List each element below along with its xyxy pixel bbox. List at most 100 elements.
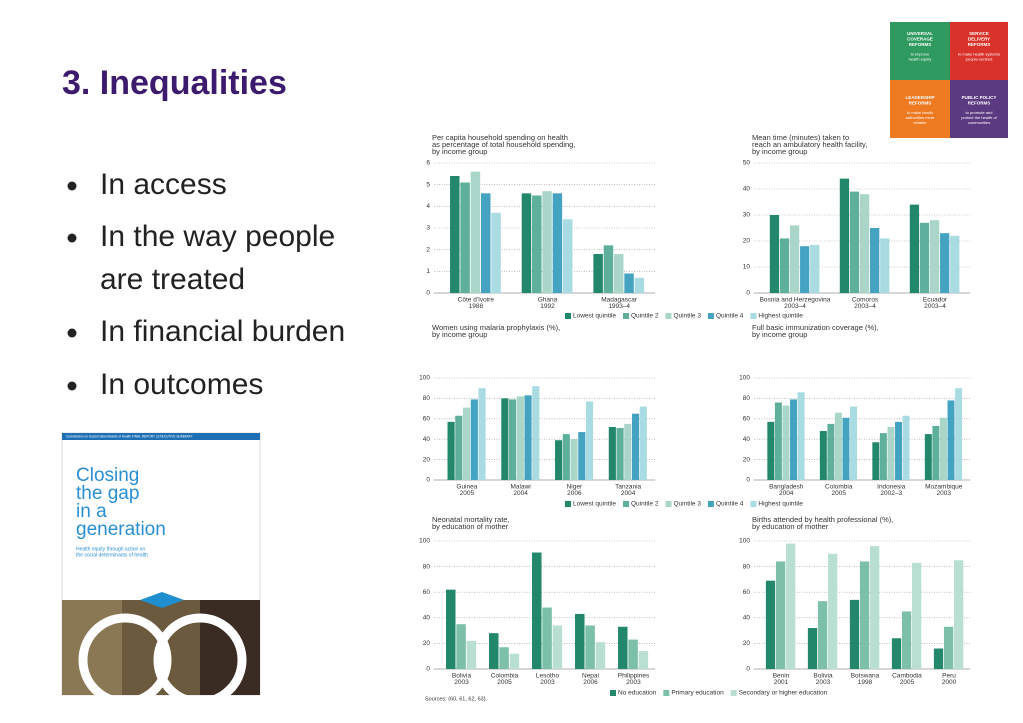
legend-swatch	[750, 501, 757, 507]
x-tick-label: 2005	[497, 679, 512, 686]
chart-title: as percentage of total household spendin…	[432, 140, 575, 149]
cover-banner	[62, 433, 260, 440]
legend-label: Quintile 3	[673, 501, 701, 508]
puzzle-text: to improve	[911, 52, 930, 57]
y-tick-label: 20	[423, 456, 431, 463]
bar	[542, 191, 552, 293]
x-tick-label: Botswana	[851, 673, 880, 680]
bar	[628, 639, 638, 669]
chart: Women using malaria prophylaxis (%),by i…	[419, 323, 803, 508]
chart-title: by education of mother	[432, 522, 509, 531]
puzzle-heading: REFORMS	[909, 101, 932, 106]
legend-label: Secondary or higher education	[739, 690, 828, 697]
legend-label: Quintile 3	[673, 313, 701, 320]
chart-title: by income group	[432, 147, 487, 156]
bar	[616, 427, 624, 480]
bar	[879, 433, 887, 480]
chart-title: reach an ambulatory health facility,	[752, 140, 867, 149]
bar	[887, 426, 895, 480]
bar	[797, 392, 805, 480]
bar	[470, 171, 481, 293]
bar	[634, 277, 645, 293]
legend-label: Quintile 2	[631, 501, 659, 508]
bar	[516, 396, 524, 480]
x-tick-label: Tanzania	[615, 484, 641, 491]
x-tick-label: Benin	[773, 673, 790, 680]
x-tick-label: Mozambique	[925, 484, 963, 491]
y-tick-label: 80	[743, 395, 751, 402]
y-tick-label: 20	[423, 640, 431, 647]
bar	[631, 413, 640, 480]
y-tick-label: 20	[743, 238, 751, 245]
cover-subtitle: the social determinants of health	[76, 552, 148, 558]
bar	[842, 417, 850, 480]
bar	[849, 191, 860, 293]
puzzle-heading: UNIVERSAL	[907, 31, 933, 36]
puzzle-text: to make health systems	[958, 52, 1000, 57]
bullet-dot	[67, 381, 77, 391]
cover-subtitle: Health equity through action on	[76, 546, 145, 552]
puzzle-text: protect the health of	[961, 115, 997, 120]
sources: Sources: (60, 61, 62, 63).	[425, 696, 488, 702]
x-tick-label: 2003–4	[784, 303, 806, 310]
puzzle-heading: SERVICE	[969, 31, 989, 36]
x-tick-label: Bangladesh	[769, 484, 804, 491]
chart-title: by income group	[752, 147, 807, 156]
chart-title: Neonatal mortality rate,	[432, 515, 510, 524]
bar	[870, 546, 880, 669]
x-tick-label: 2006	[567, 490, 582, 497]
bar	[872, 442, 880, 480]
y-tick-label: 60	[423, 416, 431, 423]
cover-ring	[153, 613, 247, 707]
bar	[819, 431, 827, 480]
bar	[774, 402, 782, 480]
cover-title: generation	[76, 519, 166, 540]
puzzle-text: authorities more	[906, 115, 935, 120]
puzzle-heading: COVERAGE	[907, 37, 933, 42]
bar	[859, 561, 870, 669]
bar	[909, 204, 920, 293]
bullet-dot	[67, 181, 77, 191]
bar	[955, 388, 963, 480]
x-tick-label: 2003	[937, 490, 952, 497]
x-tick-label: 2005	[900, 679, 915, 686]
y-tick-label: 100	[419, 375, 430, 382]
bar	[789, 225, 800, 293]
bar	[901, 611, 912, 669]
x-tick-label: Bosnia and Herzegovina	[760, 297, 831, 304]
x-tick-label: 2003	[454, 679, 469, 686]
bar	[943, 626, 954, 669]
legend-swatch	[665, 313, 672, 319]
bar	[578, 432, 586, 480]
bar	[929, 220, 940, 293]
y-tick-label: 100	[419, 538, 430, 545]
puzzle-heading: REFORMS	[968, 101, 991, 106]
cover-accent	[140, 592, 184, 608]
bar	[638, 651, 649, 669]
bar	[470, 399, 478, 480]
x-tick-label: Cambodia	[892, 673, 922, 680]
x-tick-label: 2003	[626, 679, 641, 686]
bar	[947, 400, 955, 480]
y-tick-label: 50	[743, 160, 751, 167]
puzzle-text: health equity	[909, 57, 932, 62]
x-tick-label: Madagascar	[601, 297, 638, 304]
bar	[460, 182, 470, 293]
y-tick-label: 20	[743, 456, 751, 463]
puzzle-heading: REFORMS	[968, 42, 991, 47]
puzzle-text: people-centred	[966, 57, 993, 62]
bar	[532, 195, 542, 293]
bar	[769, 215, 780, 293]
cover-title: Closing	[76, 465, 139, 486]
bar	[891, 638, 902, 669]
y-tick-label: 3	[426, 225, 430, 232]
x-tick-label: 2000	[942, 679, 957, 686]
bar	[593, 254, 603, 293]
y-tick-label: 40	[743, 186, 751, 193]
chart-title: by education of mother	[752, 522, 829, 531]
x-tick-label: Colombia	[825, 484, 853, 491]
x-tick-label: Comoros	[852, 297, 879, 304]
bar	[542, 607, 552, 669]
